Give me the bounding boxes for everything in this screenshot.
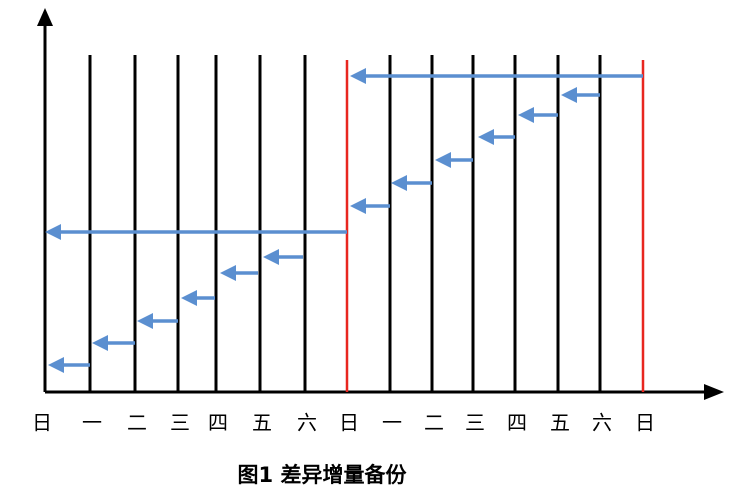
day-label: 日 — [339, 411, 359, 435]
x-axis-arrowhead — [704, 384, 724, 400]
day-label: 四 — [507, 411, 527, 435]
day-label: 三 — [170, 411, 190, 435]
arrow-head — [350, 68, 366, 84]
arrow-head — [561, 87, 577, 103]
caption: 图1 差异增量备份 — [238, 463, 408, 487]
day-label: 四 — [208, 411, 228, 435]
arrow-head — [435, 152, 451, 168]
day-label: 五 — [252, 411, 272, 435]
arrow-head — [478, 129, 494, 145]
day-label: 一 — [382, 411, 402, 435]
arrow-head — [181, 290, 197, 306]
arrow-head — [518, 107, 534, 123]
arrow-head — [92, 335, 108, 351]
day-label: 日 — [635, 411, 655, 435]
arrow-head — [137, 313, 153, 329]
arrow-head — [263, 249, 279, 265]
day-label: 二 — [424, 411, 444, 435]
arrow-head — [48, 357, 64, 373]
day-label: 三 — [465, 411, 485, 435]
arrow-head — [45, 224, 61, 240]
arrow-head — [350, 198, 366, 214]
backup-arrows — [45, 68, 643, 373]
day-labels: 日一二三四五六日一二三四五六日 — [32, 411, 655, 435]
day-label: 二 — [127, 411, 147, 435]
day-label: 六 — [297, 411, 317, 435]
day-label: 六 — [592, 411, 612, 435]
arrow-head — [220, 265, 236, 281]
day-label: 五 — [550, 411, 570, 435]
arrow-head — [391, 175, 407, 191]
day-label: 日 — [32, 411, 52, 435]
day-label: 一 — [82, 411, 102, 435]
y-axis-arrowhead — [37, 8, 53, 26]
day-lines — [88, 55, 645, 392]
